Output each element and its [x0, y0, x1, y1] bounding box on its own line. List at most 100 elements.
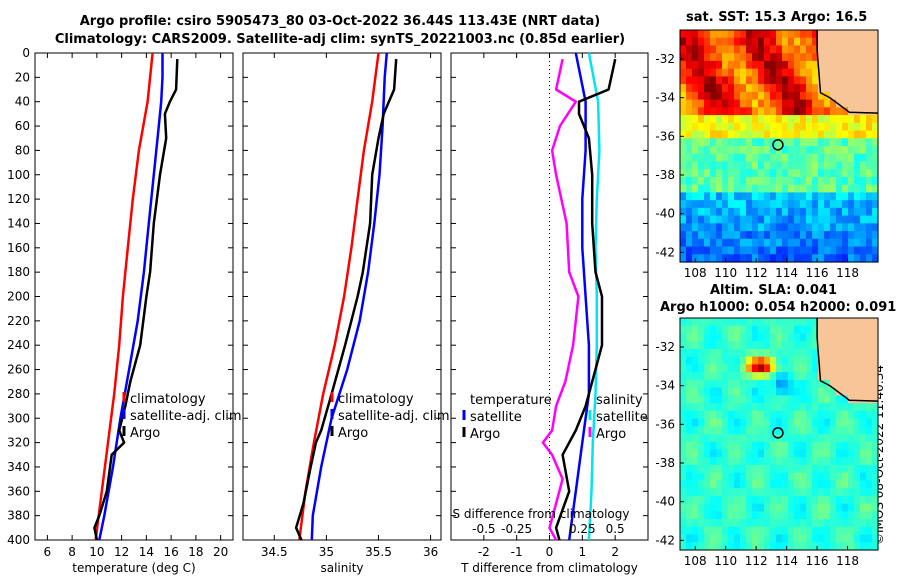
sla-map-pixel	[872, 511, 879, 520]
sla-map-pixel	[860, 387, 867, 396]
sla-map-pixel	[824, 526, 831, 536]
sst-map-pixel	[854, 192, 861, 201]
sla-map-pixel	[794, 325, 801, 335]
sla-map-pixel	[866, 472, 873, 481]
sla-map-pixel	[710, 542, 717, 551]
sla-map-pixel	[836, 495, 843, 505]
sst-map-pixel	[788, 107, 795, 116]
sla-map-pixel	[866, 441, 873, 451]
sst-map-pixel	[866, 138, 873, 147]
sla-map-pixel	[764, 325, 771, 335]
sst-map-pixel	[710, 146, 717, 155]
temperature-xtick-label: 6	[44, 545, 52, 559]
sla-map-pixel	[812, 403, 819, 412]
sst-map-pixel	[722, 68, 729, 77]
temperature-satellite-line	[98, 53, 164, 541]
sla-map-pixel	[734, 426, 741, 435]
sst-map-pixel	[698, 161, 705, 170]
sst-map-pixel	[854, 169, 861, 178]
sst-map-pixel	[812, 184, 819, 193]
sst-map-pixel	[812, 130, 819, 139]
sla-map-pixel	[692, 503, 699, 512]
sst-map-pixel	[836, 37, 843, 47]
sla-map-pixel	[836, 526, 843, 536]
sst-map-pixel	[824, 53, 831, 62]
sla-map-pixel	[716, 379, 723, 389]
sst-map-pixel	[782, 130, 789, 139]
sst-map-pixel	[680, 184, 687, 193]
sst-map-pixel	[680, 223, 687, 232]
sla-map-pixel	[722, 325, 729, 335]
sla-map-pixel	[824, 441, 831, 451]
sst-map-pixel	[806, 107, 813, 116]
sst-map-pixel	[782, 207, 789, 217]
sla-map-pixel	[860, 426, 867, 435]
sla-map-pixel	[704, 464, 711, 474]
sla-map-pixel	[782, 364, 789, 373]
sst-map-pixel	[830, 169, 837, 178]
temperature-ytick-label: 220	[7, 314, 30, 328]
sst-map-pixel	[800, 91, 807, 101]
sla-map-pixel	[770, 333, 777, 342]
sst-map-pixel	[758, 138, 765, 147]
sla-map-pixel	[788, 488, 795, 497]
sst-map-pixel	[746, 238, 753, 248]
sst-map-pixel	[698, 200, 705, 209]
sst-map-pixel	[716, 107, 723, 116]
sst-map-pixel	[716, 238, 723, 248]
sla-map-pixel	[740, 434, 747, 443]
temperature-argo-difference-line	[554, 58, 617, 541]
sst-map-pixel	[752, 68, 759, 77]
sst-map-pixel	[818, 99, 825, 108]
sst-map-pixel	[830, 84, 837, 93]
sla-map-pixel	[734, 356, 741, 365]
sst-map-pixel	[866, 238, 873, 248]
sst-map-pixel	[800, 122, 807, 132]
sla-map-pixel	[854, 542, 861, 551]
sla-map-pixel	[770, 395, 777, 404]
sla-map-pixel	[728, 449, 735, 458]
sla-map-pixel	[782, 503, 789, 512]
sla-map-pixel	[728, 364, 735, 373]
sla-map-pixel	[752, 364, 759, 373]
sla-map-pixel	[824, 372, 831, 381]
sla-map-pixel	[770, 387, 777, 396]
sst-map-pixel	[842, 161, 849, 170]
sst-map-pixel	[836, 76, 843, 85]
sst-map-pixel	[770, 30, 777, 39]
sst-map-pixel	[872, 53, 879, 62]
sla-map-pixel	[716, 426, 723, 435]
sla-map-pixel	[710, 318, 717, 327]
sst-map-pixel	[788, 60, 795, 70]
sst-map-pixel	[848, 37, 855, 47]
sst-map-pixel	[824, 254, 831, 263]
sst-map-pixel	[764, 192, 771, 201]
sla-map-pixel	[866, 426, 873, 435]
sla-map-pixel	[824, 542, 831, 551]
sla-map-pixel	[860, 379, 867, 389]
sla-map-pixel	[680, 403, 687, 412]
sla-map-pixel	[746, 356, 753, 365]
sst-map-pixel	[734, 76, 741, 85]
sst-map-pixel	[854, 37, 861, 47]
sla-map-pixel	[692, 441, 699, 451]
sst-map-pixel	[836, 169, 843, 178]
sla-map-pixel	[728, 348, 735, 358]
sst-map-pixel	[866, 153, 873, 163]
sst-map-pixel	[716, 60, 723, 70]
sst-map-pixel	[740, 107, 747, 116]
sst-map-pixel	[794, 68, 801, 77]
sst-map-pixel	[716, 192, 723, 201]
sst-map-pixel	[722, 153, 729, 163]
sla-map-pixel	[746, 449, 753, 458]
sst-map-pixel	[812, 176, 819, 186]
sst-map-pixel	[836, 130, 843, 139]
sla-map-pixel	[752, 348, 759, 358]
sst-map-pixel	[680, 45, 687, 54]
sst-map-pixel	[848, 207, 855, 217]
sla-map-pixel	[758, 341, 765, 350]
sla-map-pixel	[722, 426, 729, 435]
sla-map-pixel	[788, 534, 795, 543]
sla-map-pixel	[710, 511, 717, 520]
sst-map-pixel	[698, 60, 705, 70]
